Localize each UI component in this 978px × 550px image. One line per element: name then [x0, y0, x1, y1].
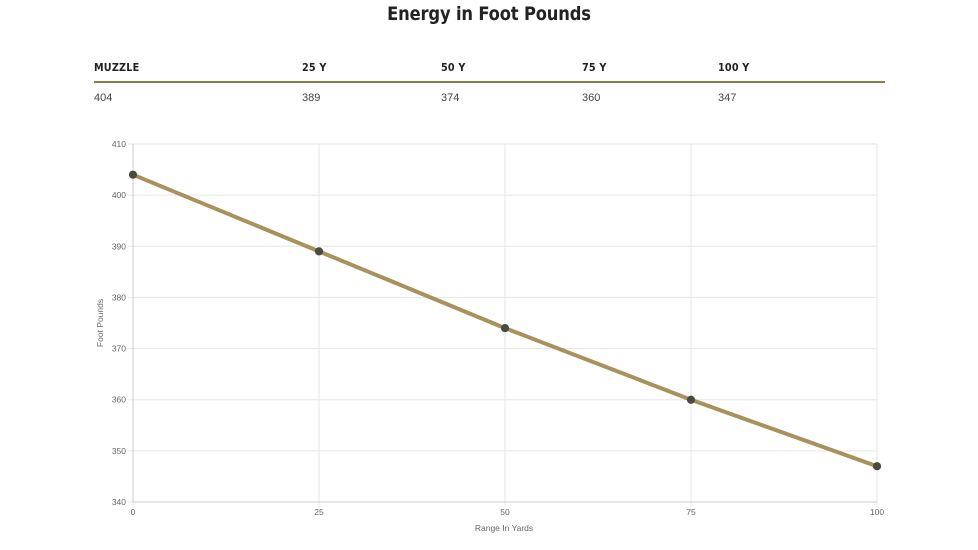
grid-layer [128, 143, 878, 507]
table-cell-50y: 374 [441, 92, 460, 104]
y-axis-label: Foot Pounds [95, 299, 105, 347]
x-tick-label-0: 0 [131, 507, 136, 517]
data-point-25 [314, 247, 324, 256]
table-header-25y: 25 Y [302, 61, 327, 74]
x-axis-label: Range In Yards [475, 523, 533, 533]
y-tick-label-360: 360 [112, 395, 126, 405]
table-cell-100y: 347 [718, 92, 737, 104]
table-header-muzzle: MUZZLE [94, 61, 140, 74]
y-tick-label-400: 400 [112, 190, 126, 200]
table-value-row: 404 389 374 360 347 [94, 83, 885, 107]
table-header-75y: 75 Y [582, 61, 607, 74]
y-tick-label-410: 410 [112, 139, 126, 149]
x-tick-label-25: 25 [314, 507, 324, 517]
tick-label-layer: 340 350 360 370 380 390 400 410 0 25 50 75 100 [112, 139, 885, 517]
x-tick-label-50: 50 [500, 507, 510, 517]
data-point-50 [500, 324, 510, 333]
table-cell-muzzle: 404 [94, 92, 113, 104]
table-cell-25y: 389 [302, 92, 321, 104]
point-layer [128, 170, 882, 471]
energy-table: MUZZLE 25 Y 50 Y 75 Y 100 Y 404 389 374 … [94, 60, 885, 107]
page-title: Energy in Foot Pounds [387, 3, 591, 25]
y-tick-label-350: 350 [112, 446, 126, 456]
y-tick-label-390: 390 [112, 241, 126, 251]
data-point-100 [872, 462, 882, 471]
table-header-50y: 50 Y [441, 61, 466, 74]
table-header-row: MUZZLE 25 Y 50 Y 75 Y 100 Y [94, 60, 885, 83]
table-cell-75y: 360 [582, 92, 601, 104]
x-tick-label-100: 100 [870, 507, 884, 517]
y-tick-label-340: 340 [112, 497, 126, 507]
x-tick-label-75: 75 [686, 507, 696, 517]
y-tick-label-380: 380 [112, 292, 126, 302]
table-header-100y: 100 Y [718, 61, 750, 74]
data-point-75 [686, 395, 696, 404]
axis-layer [132, 144, 877, 503]
y-tick-label-370: 370 [112, 344, 126, 354]
data-point-0 [128, 170, 138, 179]
